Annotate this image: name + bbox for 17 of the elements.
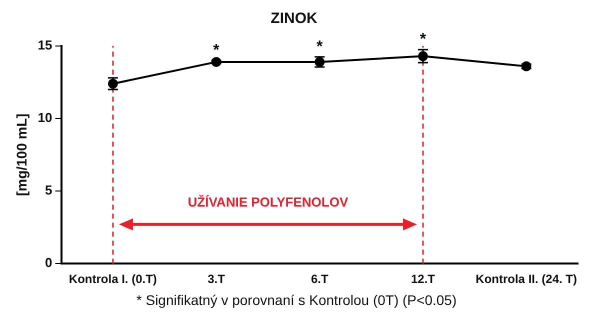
y-tick-label: 10 [38, 110, 52, 126]
text: * Signifikatný v porovnaní s Kontrolou (0T) (P<0.05) [135, 292, 458, 308]
y-tick-label: 5 [45, 182, 52, 198]
x-tick-label: 6.T [310, 272, 329, 286]
data-label: * [420, 31, 427, 48]
x-tick-label: Kontrola I. (0.T) [68, 272, 157, 286]
annotation: UŽÍVANIE POLYFENOLOV [188, 194, 348, 210]
y-tick-label: 15 [38, 38, 52, 53]
data-label: * [316, 38, 324, 56]
y-tick-label: 0 [45, 255, 52, 270]
data-label: * [213, 42, 220, 59]
x-tick-label: Kontrola II. (24. T) [476, 272, 577, 286]
x-tick-label: 3.T [208, 272, 226, 286]
x-tick-label: 12.T [410, 272, 436, 286]
y-axis-title: [mg/100 mL] [13, 114, 30, 196]
chart-title: ZINOK [270, 10, 318, 28]
point [211, 56, 222, 67]
